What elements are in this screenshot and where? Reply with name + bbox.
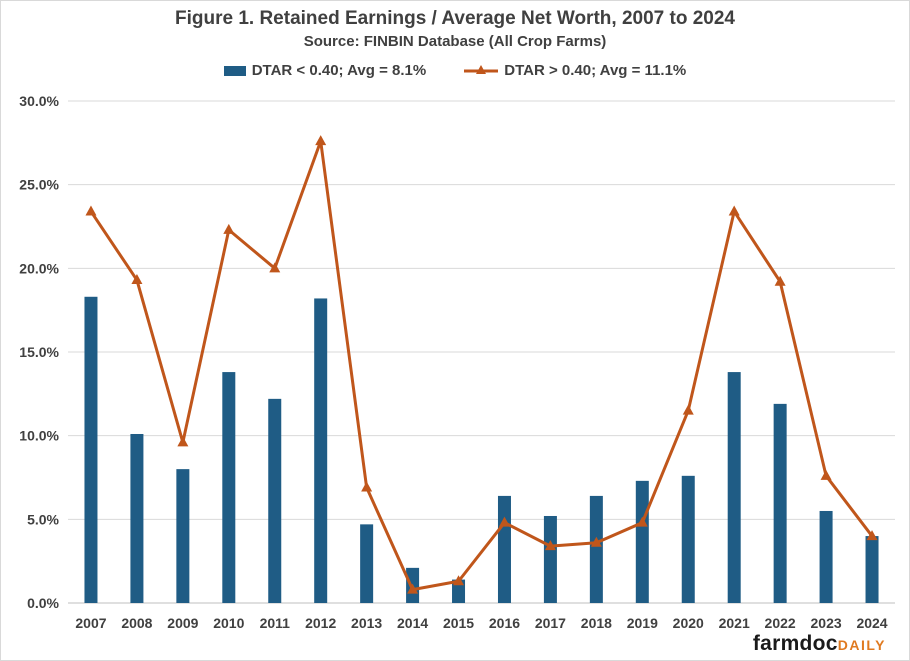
x-tick-label: 2021 (719, 615, 750, 631)
bar (773, 403, 787, 603)
bar (268, 398, 282, 603)
x-tick-label: 2010 (213, 615, 244, 631)
y-axis-ticks: 0.0% 5.0% 10.0% 15.0% 20.0% 25.0% 30.0% (19, 93, 59, 611)
x-tick-label: 2009 (167, 615, 198, 631)
line-marker (453, 575, 465, 586)
x-axis-ticks: 2007 2008 2009 2010 2011 2012 2013 2014 2015 2016… (75, 615, 887, 631)
gridlines (68, 100, 895, 604)
x-tick-label: 2024 (856, 615, 887, 631)
line-marker (636, 516, 648, 527)
y-tick-label: 15.0% (19, 344, 59, 360)
line-marker (361, 481, 373, 492)
chart-subtitle: Source: FINBIN Database (All Crop Farms) (303, 33, 607, 50)
x-tick-label: 2022 (765, 615, 796, 631)
chart-title: Figure 1. Retained Earnings / Average Ne… (175, 8, 735, 29)
x-tick-label: 2013 (351, 615, 382, 631)
line-marker (407, 583, 419, 594)
x-tick-label: 2017 (535, 615, 566, 631)
line-marker (682, 404, 694, 415)
line-marker (498, 516, 510, 527)
bar (589, 495, 603, 603)
bar (681, 475, 695, 603)
line-series (85, 135, 878, 594)
x-tick-label: 2011 (260, 615, 291, 631)
x-tick-label: 2020 (673, 615, 704, 631)
bar (360, 524, 374, 603)
x-tick-label: 2019 (627, 615, 658, 631)
y-tick-label: 0.0% (27, 595, 59, 611)
line-marker (820, 469, 832, 480)
y-tick-label: 30.0% (19, 93, 59, 109)
bar (452, 579, 466, 603)
bar (865, 536, 879, 603)
legend-bar-label: DTAR < 0.40; Avg = 8.1% (251, 62, 427, 79)
x-tick-label: 2016 (489, 615, 520, 631)
line-marker (544, 540, 556, 551)
line-marker (728, 205, 740, 216)
x-tick-label: 2014 (397, 615, 428, 631)
legend-line-label: DTAR > 0.40; Avg = 11.1% (504, 62, 687, 79)
line-marker (223, 223, 235, 234)
legend-bar-swatch (223, 65, 246, 76)
line-marker (85, 205, 97, 216)
y-tick-label: 20.0% (19, 260, 59, 276)
x-tick-label: 2007 (75, 615, 106, 631)
bar (84, 296, 98, 603)
line-marker (269, 262, 281, 273)
bar (727, 372, 741, 603)
bar (819, 510, 833, 603)
line-marker (774, 275, 786, 286)
legend-item-line: DTAR > 0.40; Avg = 11.1% (464, 62, 686, 79)
bar (497, 495, 511, 603)
line-marker (177, 436, 189, 447)
line-marker (866, 530, 878, 541)
line-path (89, 139, 874, 592)
bar (176, 469, 190, 603)
x-tick-label: 2008 (121, 615, 152, 631)
bar (635, 480, 649, 603)
x-tick-label: 2018 (581, 615, 612, 631)
logo-text-farmdoc: farmdoc (752, 632, 838, 655)
bar (314, 298, 328, 603)
legend-line-swatch (464, 64, 499, 74)
line-marker (590, 536, 602, 547)
bar (130, 433, 144, 603)
bar-series (84, 296, 879, 603)
y-tick-label: 10.0% (19, 428, 59, 444)
legend: DTAR < 0.40; Avg = 8.1% DTAR > 0.40; Avg… (0, 62, 910, 79)
line-marker (131, 274, 143, 285)
legend-item-bar: DTAR < 0.40; Avg = 8.1% (223, 62, 427, 79)
bar (543, 515, 557, 603)
line-marker (315, 135, 327, 146)
y-tick-label: 25.0% (19, 177, 59, 193)
x-tick-label: 2012 (305, 615, 336, 631)
x-tick-label: 2015 (443, 615, 474, 631)
bar (222, 372, 236, 603)
x-tick-label: 2023 (811, 615, 842, 631)
farmdoc-daily-logo: farmdocDAILY (753, 632, 886, 656)
y-tick-label: 5.0% (27, 511, 59, 527)
logo-text-daily: DAILY (837, 637, 886, 653)
